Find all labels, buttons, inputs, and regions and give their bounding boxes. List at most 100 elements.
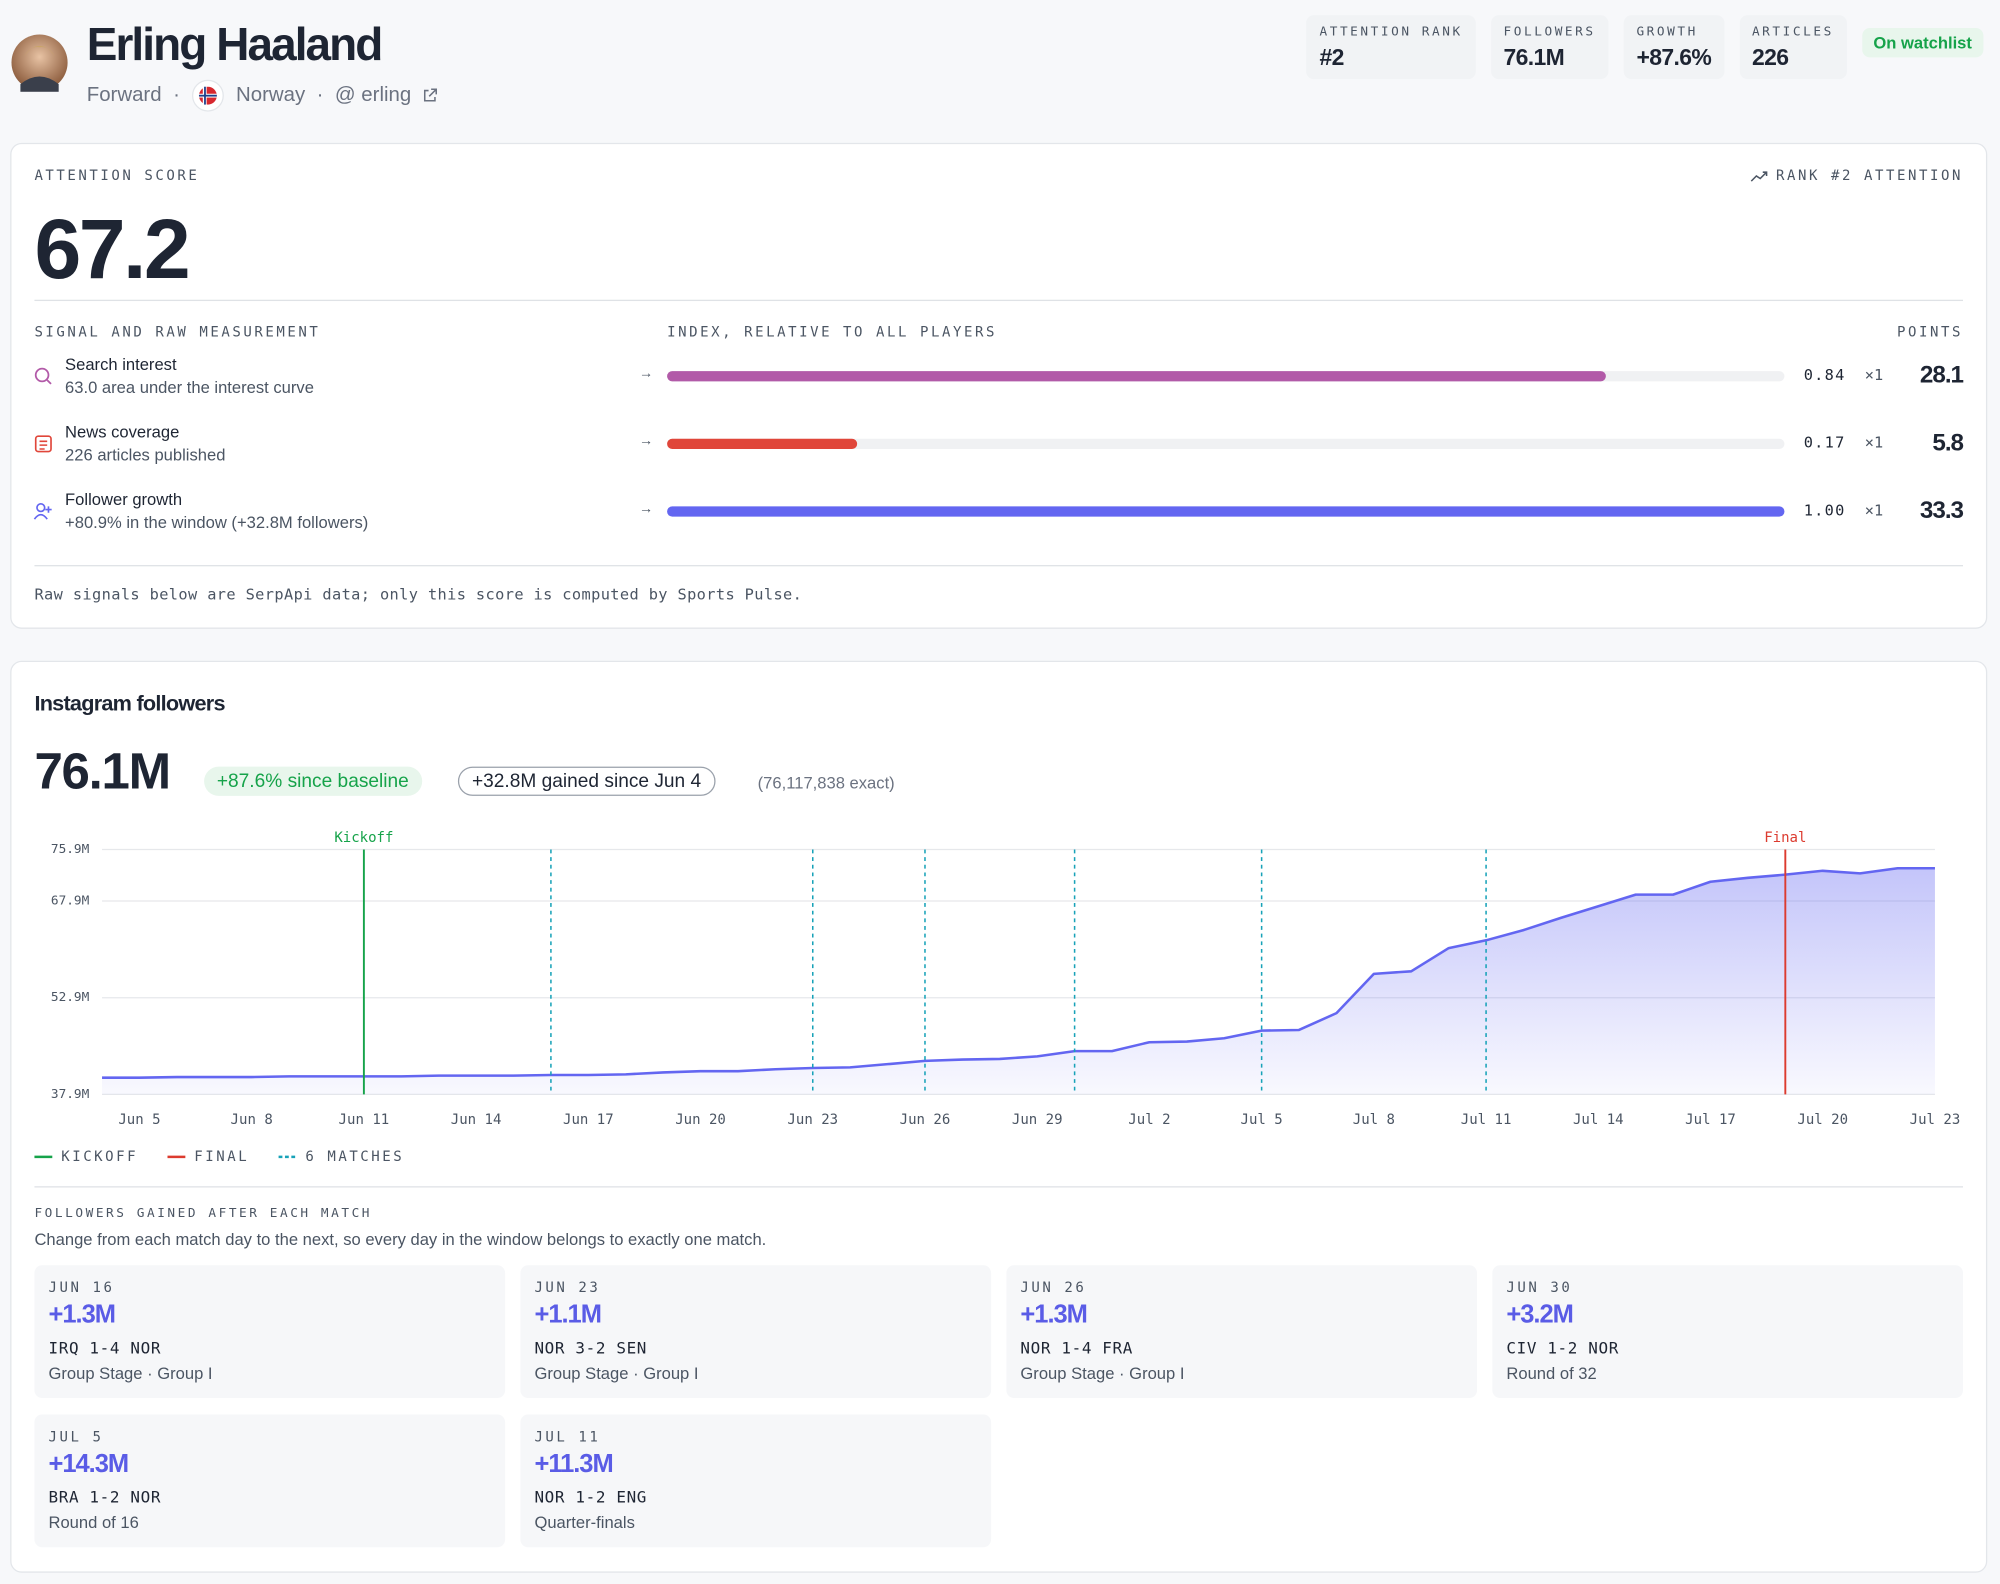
x-tick-label: Jun 8 xyxy=(231,1112,273,1128)
area xyxy=(102,868,1935,1095)
rank-label: RANK #2 ATTENTION xyxy=(1751,167,1963,184)
x-tick-label: Jul 17 xyxy=(1685,1112,1736,1128)
stat-label: ATTENTION RANK xyxy=(1319,25,1463,40)
separator: · xyxy=(173,84,180,106)
section-label: FOLLOWERS GAINED AFTER EACH MATCH xyxy=(34,1206,373,1221)
player-meta: Forward · Norway · @ erling xyxy=(87,79,438,112)
y-tick-label: 75.9M xyxy=(51,842,90,857)
match-gain: +1.3M xyxy=(1020,1301,1088,1330)
growth-pill: +87.6% since baseline xyxy=(204,766,422,796)
legend-label: FINAL xyxy=(194,1149,249,1165)
bar-track xyxy=(667,438,1785,449)
weight: ×1 xyxy=(1864,366,1884,384)
score-panel: ATTENTION SCORE RANK #2 ATTENTION 67.2 S… xyxy=(10,142,1988,629)
weight: ×1 xyxy=(1864,501,1884,520)
x-tick-label: Jun 5 xyxy=(118,1112,160,1128)
avatar xyxy=(11,34,68,92)
match-date: Jun 16 xyxy=(48,1279,115,1296)
index-value: 0.17 xyxy=(1803,433,1846,452)
player-name: Erling Haaland xyxy=(86,17,384,71)
match-date: Jun 30 xyxy=(1506,1279,1573,1296)
match-gain: +1.1M xyxy=(534,1301,602,1330)
divider xyxy=(34,565,1964,567)
arrow: → xyxy=(639,366,654,382)
x-tick-label: Jul 20 xyxy=(1797,1112,1848,1128)
match-card: Jul 11 +11.3M NOR 1-2 ENG Quarter-finals xyxy=(520,1414,992,1548)
match-date: Jul 5 xyxy=(48,1428,104,1446)
x-tick-label: Jun 23 xyxy=(787,1112,838,1128)
score-value: 67.2 xyxy=(34,201,190,296)
match-date: Jun 26 xyxy=(1020,1279,1087,1296)
line xyxy=(102,866,1935,1079)
separator: · xyxy=(316,84,324,106)
stat-value: 76.1M xyxy=(1503,44,1565,71)
trend-icon xyxy=(1751,170,1768,182)
signal-detail: 63.0 area under the interest curve xyxy=(65,377,314,397)
stat-box: ATTENTION RANK #2 xyxy=(1306,15,1476,80)
signal-detail: +80.9% in the window (+32.8M followers) xyxy=(65,512,369,532)
section-subtitle: Change from each match day to the next, … xyxy=(34,1229,767,1249)
signal-name: Search interest xyxy=(65,354,177,374)
stat-label: FOLLOWERS xyxy=(1503,25,1596,40)
index-bar xyxy=(667,438,858,449)
match-stage: Group Stage · Group I xyxy=(48,1363,213,1383)
index-value: 1.00 xyxy=(1803,501,1846,520)
exact-count: (76,117,838 exact) xyxy=(757,772,895,793)
divider xyxy=(34,1186,1964,1188)
panel-label: ATTENTION SCORE xyxy=(34,167,200,184)
match-fixture: NOR 1-4 FRA xyxy=(1020,1338,1134,1358)
country: Norway xyxy=(235,84,306,106)
points: 28.1 xyxy=(1919,362,1964,390)
match-fixture: BRA 1-2 NOR xyxy=(48,1487,162,1507)
rank-text: RANK #2 ATTENTION xyxy=(1776,167,1964,184)
match-stage: Group Stage · Group I xyxy=(1020,1363,1185,1383)
column-header: POINTS xyxy=(1897,323,1964,341)
x-tick-label: Jul 11 xyxy=(1461,1112,1512,1128)
match-card: Jul 5 +14.3M BRA 1-2 NOR Round of 16 xyxy=(34,1414,506,1548)
match-gain: +3.2M xyxy=(1506,1301,1574,1330)
x-tick-label: Jun 20 xyxy=(675,1112,726,1128)
match-gain: +11.3M xyxy=(534,1450,613,1479)
index-bar xyxy=(667,506,1785,517)
x-tick-label: Jun 14 xyxy=(451,1112,502,1128)
match-stage: Group Stage · Group I xyxy=(534,1363,699,1383)
gained-pill: +32.8M gained since Jun 4 xyxy=(457,766,716,796)
x-tick-label: Jul 23 xyxy=(1910,1112,1961,1128)
index-bar xyxy=(667,371,1606,382)
match-fixture: CIV 1-2 NOR xyxy=(1506,1338,1620,1358)
flag xyxy=(191,79,224,112)
y-tick-label: 37.9M xyxy=(51,1087,90,1102)
points: 5.8 xyxy=(1932,429,1964,457)
position: Forward xyxy=(86,84,162,106)
x-tick-label: Jun 29 xyxy=(1012,1112,1063,1128)
column-header: INDEX, RELATIVE TO ALL PLAYERS xyxy=(667,323,998,341)
handle[interactable]: @ erling xyxy=(334,84,412,106)
points: 33.3 xyxy=(1919,497,1964,525)
x-tick-label: Jul 14 xyxy=(1573,1112,1624,1128)
signal-name: Follower growth xyxy=(65,489,183,509)
index-value: 0.84 xyxy=(1803,366,1846,384)
match-card: Jun 16 +1.3M IRQ 1-4 NOR Group Stage · Grou… xyxy=(34,1265,506,1398)
match-fixture: IRQ 1-4 NOR xyxy=(48,1338,162,1358)
stat-box: FOLLOWERS 76.1M xyxy=(1490,15,1609,80)
followers-panel: Instagram followers 76.1M +87.6% since b… xyxy=(10,660,1988,1573)
followers-chart: 37.9M 52.9M 67.9M 75.9M Jun 5 Jun 8 Jun 11 Jun … xyxy=(34,830,1961,1165)
watchlist-pill[interactable]: On watchlist xyxy=(1861,28,1984,58)
external-link-icon xyxy=(424,88,438,102)
signal-name: News coverage xyxy=(65,422,180,442)
signal-icon xyxy=(33,502,52,520)
legend-label: 6 MATCHES xyxy=(305,1149,404,1165)
stat-label: ARTICLES xyxy=(1751,25,1834,40)
match-fixture: NOR 1-2 ENG xyxy=(534,1487,648,1507)
match-card: Jun 30 +3.2M CIV 1-2 NOR Round of 32 xyxy=(1492,1265,1964,1398)
y-tick-label: 52.9M xyxy=(51,990,90,1005)
match-card: Jun 23 +1.1M NOR 3-2 SEN Group Stage · Grou… xyxy=(520,1265,992,1398)
match-fixture: NOR 3-2 SEN xyxy=(534,1338,648,1358)
legend-label: KICKOFF xyxy=(61,1149,138,1165)
stat-box: ARTICLES 226 xyxy=(1739,15,1847,80)
match-stage: Quarter-finals xyxy=(534,1512,635,1532)
x-tick-label: Jul 8 xyxy=(1353,1112,1395,1128)
stat-value: #2 xyxy=(1319,44,1344,71)
